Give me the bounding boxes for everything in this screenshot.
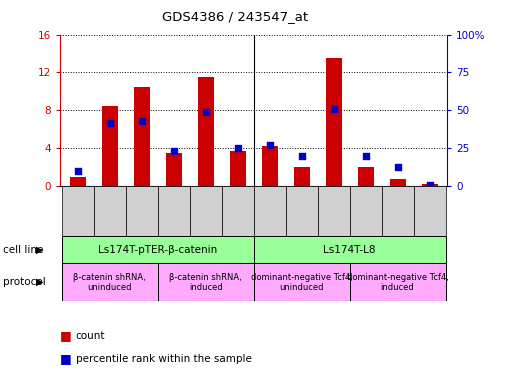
Point: [298, 153, 306, 159]
Bar: [254, 186, 286, 236]
Point: [233, 145, 242, 151]
Bar: [390, 179, 405, 186]
Bar: [254, 236, 446, 263]
Point: [393, 164, 402, 170]
Text: ▶: ▶: [36, 245, 43, 255]
Point: [138, 118, 146, 124]
Text: ■: ■: [60, 329, 72, 343]
Point: [201, 109, 210, 115]
Bar: [158, 263, 254, 301]
Bar: [70, 177, 86, 186]
Point: [329, 106, 338, 112]
Text: dominant-negative Tcf4,
induced: dominant-negative Tcf4, induced: [347, 273, 449, 292]
Bar: [349, 263, 446, 301]
Bar: [94, 186, 126, 236]
Text: Ls174T-pTER-β-catenin: Ls174T-pTER-β-catenin: [98, 245, 218, 255]
Bar: [158, 186, 190, 236]
Bar: [62, 186, 94, 236]
Bar: [422, 184, 438, 186]
Bar: [62, 236, 254, 263]
Bar: [134, 87, 150, 186]
Text: count: count: [76, 331, 105, 341]
Bar: [102, 106, 118, 186]
Bar: [349, 186, 382, 236]
Point: [169, 148, 178, 154]
Point: [106, 119, 114, 126]
Point: [74, 168, 82, 174]
Text: cell line: cell line: [3, 245, 43, 255]
Text: protocol: protocol: [3, 277, 46, 287]
Bar: [254, 263, 349, 301]
Bar: [198, 77, 214, 186]
Point: [425, 182, 434, 188]
Text: β-catenin shRNA,
induced: β-catenin shRNA, induced: [169, 273, 242, 292]
Bar: [190, 186, 222, 236]
Bar: [222, 186, 254, 236]
Text: Ls174T-L8: Ls174T-L8: [323, 245, 376, 255]
Text: percentile rank within the sample: percentile rank within the sample: [76, 354, 252, 364]
Text: β-catenin shRNA,
uninduced: β-catenin shRNA, uninduced: [73, 273, 146, 292]
Bar: [62, 263, 158, 301]
Bar: [126, 186, 158, 236]
Bar: [382, 186, 414, 236]
Point: [361, 153, 370, 159]
Bar: [414, 186, 446, 236]
Text: GDS4386 / 243547_at: GDS4386 / 243547_at: [162, 10, 309, 23]
Bar: [230, 151, 246, 186]
Bar: [317, 186, 349, 236]
Bar: [326, 58, 342, 186]
Text: ▶: ▶: [36, 277, 43, 287]
Point: [266, 142, 274, 148]
Bar: [166, 153, 181, 186]
Bar: [358, 167, 373, 186]
Bar: [293, 167, 310, 186]
Text: ■: ■: [60, 353, 72, 366]
Bar: [286, 186, 317, 236]
Text: dominant-negative Tcf4,
uninduced: dominant-negative Tcf4, uninduced: [251, 273, 353, 292]
Bar: [262, 146, 278, 186]
